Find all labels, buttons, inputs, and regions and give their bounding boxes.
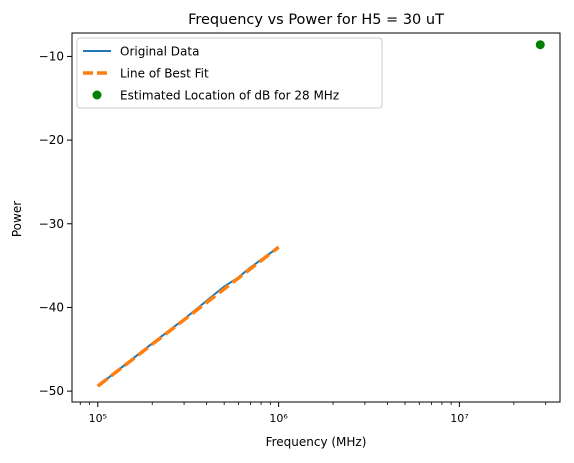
x-tick-label: 10⁶	[269, 412, 288, 425]
axes: 10⁵ 10⁶ 10⁷ −10 −20 −30 −40 −50	[39, 32, 561, 425]
x-axis-label: Frequency (MHz)	[266, 435, 367, 449]
y-tick-label: −10	[39, 49, 64, 63]
y-tick-label: −20	[39, 133, 64, 147]
legend-label: Estimated Location of dB for 28 MHz	[120, 89, 339, 103]
y-tick-label: −30	[39, 217, 64, 231]
axes-frame	[71, 32, 561, 403]
legend-label: Original Data	[120, 45, 199, 59]
plot-area	[96, 40, 545, 388]
y-axis-label: Power	[10, 201, 24, 237]
x-tick-label: 10⁷	[450, 412, 468, 425]
legend-marker	[92, 90, 102, 100]
x-tick-label: 10⁵	[89, 412, 107, 425]
legend-label: Line of Best Fit	[120, 67, 209, 81]
chart-title: Frequency vs Power for H5 = 30 uT	[188, 12, 444, 28]
legend-box	[76, 37, 383, 109]
best-fit-line	[96, 245, 280, 388]
y-tick-label: −40	[39, 300, 64, 314]
legend: Original Data Line of Best Fit Estimated L…	[76, 37, 383, 109]
y-tick-label: −50	[39, 384, 64, 398]
data-point	[535, 40, 545, 50]
